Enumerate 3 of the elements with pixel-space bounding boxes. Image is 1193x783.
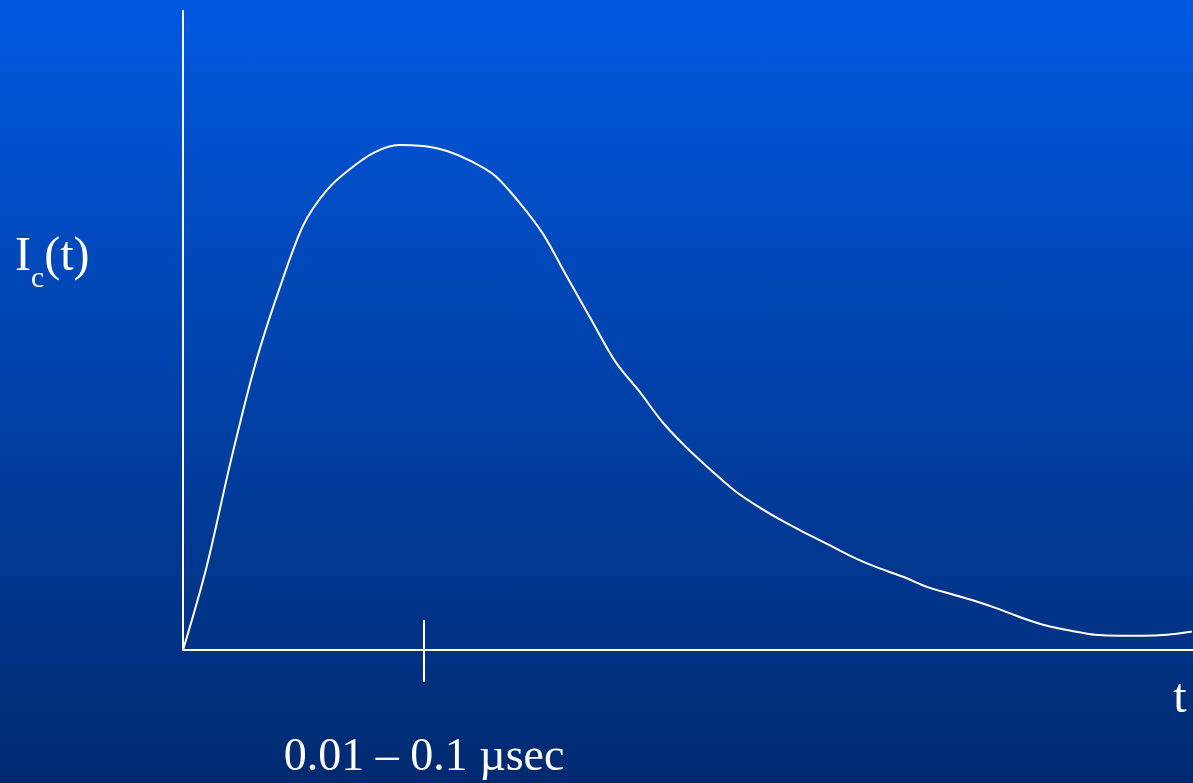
y-axis-title: I$_{c}$(t) bbox=[15, 227, 90, 293]
text: 0.01 – 0.1 µsec bbox=[283, 729, 565, 780]
x-axis-title: t bbox=[1173, 669, 1188, 722]
